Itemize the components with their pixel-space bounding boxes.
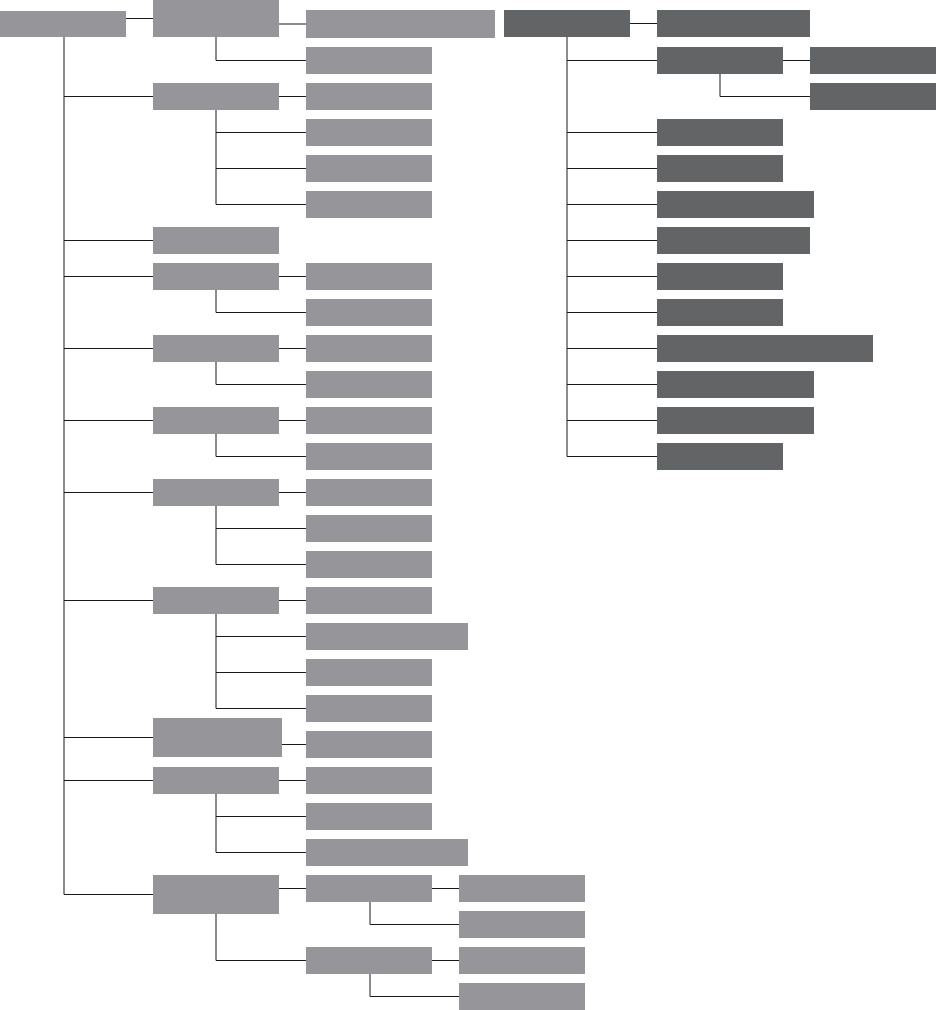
left-tree-node bbox=[153, 587, 279, 614]
left-tree-node bbox=[153, 767, 279, 794]
left-tree-node bbox=[153, 0, 279, 37]
left-tree-node bbox=[153, 227, 279, 254]
left-tree-node bbox=[459, 947, 585, 974]
left-tree-root-node bbox=[0, 11, 126, 37]
left-tree-node bbox=[306, 947, 432, 974]
left-tree-node bbox=[306, 335, 432, 362]
right-tree-node bbox=[657, 263, 783, 290]
left-tree-node bbox=[306, 515, 432, 542]
right-tree-node bbox=[657, 407, 814, 434]
right-tree-node bbox=[657, 299, 783, 326]
left-tree-node bbox=[153, 875, 279, 914]
left-tree-node bbox=[153, 83, 279, 110]
left-tree-node bbox=[306, 875, 432, 902]
left-tree-node bbox=[306, 479, 432, 506]
left-tree-node bbox=[459, 875, 585, 902]
left-tree-node bbox=[306, 551, 432, 578]
left-tree-node bbox=[306, 263, 432, 290]
right-tree-node bbox=[657, 155, 783, 182]
left-tree-node bbox=[306, 623, 468, 650]
left-tree-node bbox=[153, 479, 279, 506]
right-tree-node bbox=[810, 83, 936, 110]
right-tree-node bbox=[657, 443, 783, 470]
right-tree-root-node bbox=[504, 10, 630, 37]
left-tree-node bbox=[306, 731, 432, 758]
left-tree-node bbox=[306, 767, 432, 794]
right-tree-node bbox=[657, 191, 814, 218]
left-tree-node bbox=[306, 155, 432, 182]
left-tree-node bbox=[459, 983, 585, 1010]
left-tree-node bbox=[306, 299, 432, 326]
left-tree-node bbox=[306, 371, 432, 398]
left-tree-node bbox=[153, 718, 282, 757]
left-tree-node bbox=[306, 695, 432, 722]
right-tree-node bbox=[657, 227, 810, 254]
left-tree-node bbox=[306, 407, 432, 434]
right-tree-node bbox=[657, 47, 783, 74]
left-tree-node bbox=[306, 443, 432, 470]
left-tree-node bbox=[306, 659, 432, 686]
right-tree-node bbox=[657, 371, 814, 398]
left-tree-node bbox=[153, 335, 279, 362]
right-tree-node bbox=[657, 119, 783, 146]
right-tree-node bbox=[657, 335, 873, 362]
left-tree-node bbox=[306, 191, 432, 218]
left-tree-node bbox=[306, 839, 468, 866]
left-tree-node bbox=[306, 803, 432, 830]
left-tree-node bbox=[306, 587, 432, 614]
left-tree-node bbox=[153, 263, 279, 290]
left-tree-node bbox=[306, 10, 495, 38]
right-tree-node bbox=[657, 10, 810, 37]
right-tree-node bbox=[810, 47, 936, 74]
left-tree-node bbox=[306, 47, 432, 74]
left-tree-node bbox=[306, 119, 432, 146]
left-tree-node bbox=[459, 911, 585, 938]
left-tree-node bbox=[306, 83, 432, 110]
left-tree-node bbox=[153, 407, 279, 434]
